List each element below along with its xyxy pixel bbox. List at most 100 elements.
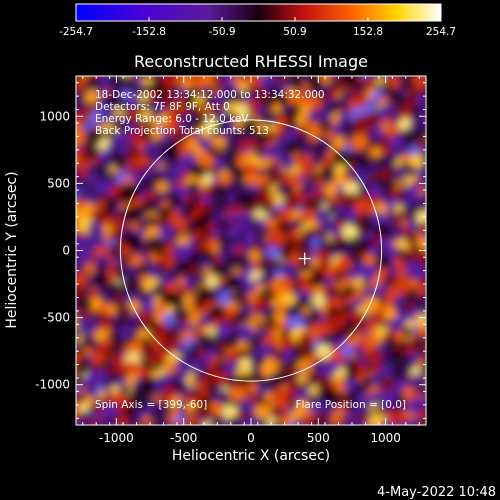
heatmap-blob: [325, 266, 338, 279]
heatmap-blob: [326, 241, 339, 254]
heatmap-blob: [264, 392, 274, 402]
heatmap-blob: [343, 285, 356, 297]
heatmap-blob: [395, 294, 407, 306]
y-tick-label: 1000: [39, 109, 70, 123]
heatmap-blob: [390, 196, 400, 205]
annotation-energy-range: Energy Range: 6.0 - 12.0 keV: [95, 113, 249, 125]
heatmap-blob: [423, 429, 440, 446]
heatmap-blob: [337, 427, 349, 439]
heatmap-blob: [192, 298, 206, 313]
heatmap-blob: [228, 292, 238, 302]
heatmap-blob: [388, 89, 405, 106]
heatmap-blob: [427, 137, 436, 146]
heatmap-blob: [425, 240, 426, 244]
heatmap-blob: [369, 391, 384, 406]
heatmap-blob: [345, 209, 358, 222]
heatmap-blob: [242, 280, 258, 296]
annotation-detectors: Detectors: 7F 8F 9F, Att 0: [95, 101, 230, 113]
heatmap-blob: [156, 181, 169, 194]
heatmap-blob: [212, 431, 227, 446]
heatmap-blob: [389, 317, 404, 332]
heatmap-blob: [279, 207, 294, 223]
x-tick-label: 500: [307, 431, 330, 445]
heatmap-blob: [263, 194, 276, 207]
heatmap-blob: [109, 244, 123, 258]
heatmap-blob: [118, 190, 133, 205]
heatmap-image: [65, 65, 447, 446]
heatmap-blob: [281, 284, 292, 296]
heatmap-blob: [281, 336, 296, 351]
heatmap-blob: [76, 199, 78, 207]
heatmap-blob: [216, 323, 233, 340]
heatmap-blob: [243, 230, 259, 246]
heatmap-blob: [413, 266, 426, 284]
heatmap-blob: [220, 418, 229, 425]
heatmap-blob: [174, 413, 186, 425]
heatmap-blob: [120, 274, 130, 284]
heatmap-blob: [224, 137, 241, 154]
heatmap-blob: [254, 320, 265, 330]
heatmap-blob: [102, 213, 117, 228]
heatmap-blob: [140, 296, 157, 313]
heatmap-blob: [185, 401, 197, 414]
heatmap-blob: [285, 140, 296, 152]
heatmap-blob: [189, 422, 202, 425]
heatmap-blob: [395, 391, 404, 400]
heatmap-blob: [86, 139, 99, 151]
heatmap-blob: [290, 210, 302, 222]
heatmap-blob: [87, 429, 95, 437]
heatmap-blob: [371, 128, 384, 141]
x-tick-labels: -1000 -500 0 500 1000: [99, 431, 401, 445]
heatmap-blob: [86, 309, 96, 318]
heatmap-blob: [152, 201, 164, 212]
heatmap-blob: [281, 262, 298, 279]
heatmap-blob: [248, 416, 263, 425]
heatmap-blob: [362, 409, 372, 419]
heatmap-blob: [430, 331, 443, 344]
heatmap-blob: [341, 76, 358, 88]
heatmap-blob: [259, 174, 271, 186]
y-tick-label: -1000: [35, 378, 70, 392]
heatmap-blob: [165, 259, 175, 269]
heatmap-blob: [160, 200, 170, 210]
heatmap-blob: [254, 405, 270, 420]
heatmap-blob: [311, 191, 321, 201]
heatmap-blob: [317, 254, 328, 265]
heatmap-blob: [198, 405, 214, 421]
heatmap-blob: [76, 353, 83, 366]
heatmap-blob: [429, 65, 446, 82]
heatmap-blob: [283, 310, 292, 319]
heatmap-blob: [347, 194, 357, 203]
heatmap-blob: [433, 90, 442, 99]
heatmap-blob: [418, 77, 426, 90]
heatmap-blob: [317, 107, 332, 123]
heatmap-blob: [355, 226, 365, 235]
heatmap-blob: [189, 264, 200, 275]
y-tick-label: -500: [43, 311, 70, 325]
x-tick-label: -500: [170, 431, 197, 445]
heatmap-blob: [318, 333, 332, 347]
heatmap-blob: [76, 398, 81, 409]
heatmap-blob: [65, 427, 76, 438]
annotation-flare-position: Flare Position = [0,0]: [295, 399, 406, 411]
heatmap-blob: [182, 260, 192, 270]
colorbar-ticks: [75, 17, 442, 21]
heatmap-blob: [76, 147, 88, 160]
heatmap-blob: [84, 263, 96, 275]
heatmap-blob: [422, 154, 426, 166]
heatmap-blob: [283, 121, 293, 131]
heatmap-blob: [342, 224, 358, 240]
heatmap-blob: [274, 429, 286, 441]
axis-ticks: [76, 76, 426, 425]
heatmap-blob: [179, 421, 192, 425]
heatmap-blob: [390, 362, 400, 373]
y-tick-labels: -1000 -500 0 500 1000: [35, 109, 70, 391]
heatmap-blob: [429, 168, 447, 186]
solar-limb-circle: [119, 119, 383, 382]
heatmap-blob: [117, 377, 128, 388]
heatmap-blob: [268, 142, 286, 160]
heatmap-blob: [226, 194, 235, 203]
heatmap-blob: [95, 200, 106, 211]
heatmap-blob: [202, 421, 213, 425]
heatmap-blob: [92, 76, 102, 79]
